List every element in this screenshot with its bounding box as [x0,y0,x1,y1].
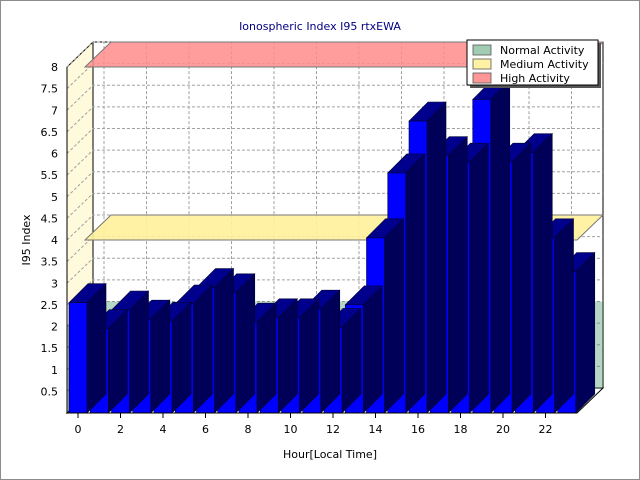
x-axis-title: Hour[Local Time] [283,448,377,461]
x-tick-label: 18 [454,423,468,436]
chart-title: Ionospheric Index I95 rtxEWA [239,20,401,33]
x-tick-label: 10 [284,423,298,436]
y-tick-labels: 0.5 1 1.5 2 2.5 3 3.5 4 4.5 5 5.5 6 6.5 7 7.5 8 [41,61,59,398]
bar-hour-0 [68,282,107,414]
bar-side [214,267,234,414]
y-tick-label: 2 [51,321,58,334]
y-tick-label: 3 [51,277,58,290]
bar-side [86,282,107,414]
bar-front [68,302,88,414]
x-tick-label: 20 [496,423,510,436]
bar-side [490,79,511,414]
y-axis-title: I95 Index [20,214,33,266]
h-gridline [66,84,603,111]
bar-side [384,218,404,414]
bar-side [299,298,319,414]
y-tick-label: 2.5 [41,299,59,312]
bar-side [129,290,149,414]
legend-label: Normal Activity [500,44,585,57]
legend-label: High Activity [500,72,570,85]
y-tick-label: 8 [51,61,58,74]
y-tick-label: 6.5 [41,126,59,139]
bar-side [554,218,574,414]
bar-side [511,142,532,414]
x-tick-label: 6 [202,423,209,436]
bar-side [532,132,553,414]
bar-side [362,285,383,414]
x-tick-label: 22 [539,423,553,436]
x-tick-labels: 0 2 4 6 8 10 12 14 16 18 20 22 [75,413,553,436]
x-tick-label: 2 [117,423,124,436]
bar-side [235,273,256,414]
bar-side [447,135,468,414]
y-tick-label: 6 [51,148,58,161]
y-tick-label: 4.5 [41,212,59,225]
bar-side [171,301,192,414]
y-tick-label: 1.5 [41,342,59,355]
y-tick-label: 5.5 [41,169,59,182]
x-tick-label: 0 [75,423,82,436]
legend-swatch [472,44,492,56]
bar-side [426,101,447,414]
bar-side [320,289,341,414]
legend-swatch [472,72,492,84]
x-tick-label: 14 [369,423,383,436]
y-tick-label: 0.5 [41,385,59,398]
x-tick-label: 16 [411,423,425,436]
y-tick-label: 7 [51,104,58,117]
legend-swatch [472,58,492,70]
bar-side [277,298,298,414]
x-tick-label: 8 [245,423,252,436]
axes [66,67,577,414]
bar-side [405,153,426,414]
bar-side [192,284,213,414]
bars [68,79,596,414]
legend-label: Medium Activity [500,58,589,71]
x-tick-label: 4 [160,423,167,436]
y-tick-label: 5 [51,191,58,204]
y-tick-label: 3.5 [41,256,59,269]
bar-side [575,251,596,414]
y-tick-label: 1 [51,364,58,377]
x-tick-label: 12 [326,423,340,436]
y-tick-label: 4 [51,234,58,247]
bar-side [150,299,171,414]
bar-side [469,142,489,414]
y-tick-label: 7.5 [41,83,59,96]
